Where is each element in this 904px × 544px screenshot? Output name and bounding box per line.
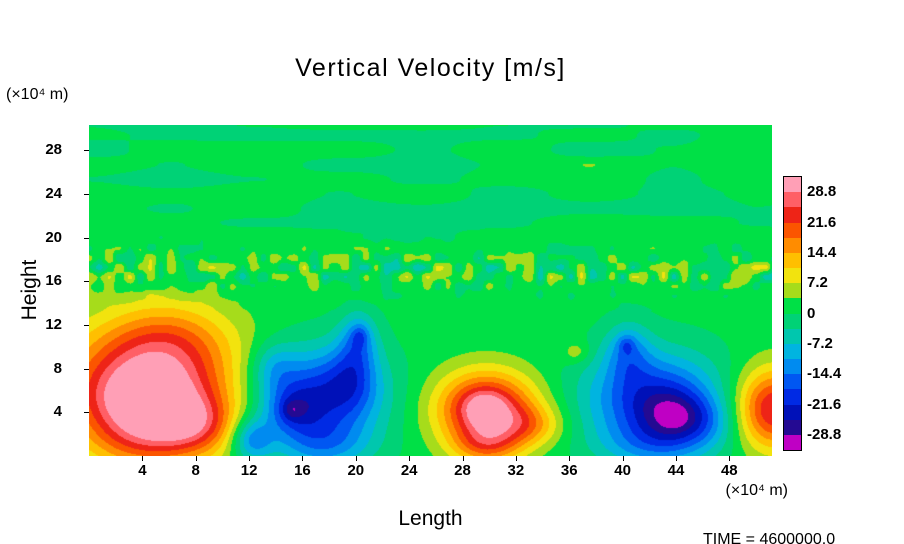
colorbar-segment bbox=[784, 207, 801, 223]
y-tick-mark bbox=[84, 281, 89, 283]
colorbar-segment bbox=[784, 192, 801, 208]
colorbar-segment bbox=[784, 389, 801, 405]
y-tick-mark bbox=[84, 412, 89, 414]
x-tick-label: 8 bbox=[191, 462, 200, 479]
colorbar-segment bbox=[784, 404, 801, 420]
colorbar-segment bbox=[784, 328, 801, 344]
x-tick-mark bbox=[142, 456, 144, 461]
x-axis-label: Length bbox=[398, 507, 463, 530]
x-tick-mark bbox=[195, 456, 197, 461]
x-tick-label: 28 bbox=[454, 462, 471, 479]
y-tick-label: 4 bbox=[53, 403, 62, 421]
y-tick-label: 16 bbox=[45, 272, 62, 290]
colorbar-segment bbox=[784, 419, 801, 435]
chart-title: Vertical Velocity [m/s] bbox=[295, 54, 566, 82]
colorbar-segment bbox=[784, 313, 801, 329]
x-tick-label: 48 bbox=[720, 462, 738, 479]
x-tick-mark bbox=[569, 456, 571, 461]
x-tick-mark bbox=[409, 456, 411, 461]
x-tick-label: 40 bbox=[614, 462, 631, 479]
x-tick-mark bbox=[515, 456, 517, 461]
y-tick-mark bbox=[84, 324, 89, 326]
colorbar-segment bbox=[784, 222, 801, 238]
colorbar-segment bbox=[784, 268, 801, 284]
colorbar-segment bbox=[784, 434, 801, 451]
x-axis-unit: (×10⁴ m) bbox=[725, 482, 788, 499]
colorbar-tick-label: 0 bbox=[807, 304, 816, 322]
x-tick-mark bbox=[622, 456, 624, 461]
x-tick-label: 16 bbox=[294, 462, 311, 479]
time-label: TIME = 4600000.0 bbox=[703, 531, 836, 544]
colorbar-tick-label: -28.8 bbox=[807, 425, 842, 443]
colorbar-segment bbox=[784, 359, 801, 375]
y-tick-label: 12 bbox=[45, 315, 62, 333]
y-tick-mark bbox=[84, 193, 89, 195]
y-tick-mark bbox=[84, 150, 89, 152]
colorbar-tick-label: 7.2 bbox=[807, 274, 828, 292]
x-tick-label: 32 bbox=[507, 462, 525, 479]
colorbar-segment bbox=[784, 252, 801, 269]
x-tick-mark bbox=[675, 456, 677, 461]
colorbar-tick-label: 28.8 bbox=[807, 183, 837, 201]
contour-field bbox=[89, 125, 772, 456]
colorbar bbox=[783, 176, 802, 451]
colorbar-tick-label: -14.4 bbox=[807, 365, 842, 383]
x-tick-label: 24 bbox=[400, 462, 418, 479]
y-tick-label: 20 bbox=[45, 228, 62, 246]
x-tick-label: 36 bbox=[560, 462, 578, 479]
x-tick-label: 4 bbox=[138, 462, 147, 479]
colorbar-tick-label: -21.6 bbox=[807, 395, 842, 413]
x-tick-mark bbox=[355, 456, 357, 461]
colorbar-segment bbox=[784, 343, 801, 360]
colorbar-segment bbox=[784, 237, 801, 253]
x-tick-label: 20 bbox=[347, 462, 365, 479]
x-tick-mark bbox=[302, 456, 304, 461]
colorbar-segment bbox=[784, 177, 801, 193]
y-tick-label: 24 bbox=[45, 184, 62, 202]
x-tick-label: 12 bbox=[240, 462, 258, 479]
y-tick-label: 28 bbox=[45, 141, 62, 159]
colorbar-tick-label: -7.2 bbox=[807, 334, 833, 352]
y-axis-unit: (×10⁴ m) bbox=[6, 86, 69, 103]
colorbar-tick-label: 21.6 bbox=[807, 213, 837, 231]
x-tick-mark bbox=[729, 456, 731, 461]
colorbar-segment bbox=[784, 374, 801, 390]
x-tick-mark bbox=[249, 456, 251, 461]
colorbar-segment bbox=[784, 298, 801, 314]
y-tick-mark bbox=[84, 237, 89, 239]
colorbar-segment bbox=[784, 283, 801, 299]
y-tick-mark bbox=[84, 368, 89, 370]
colorbar-tick-label: 14.4 bbox=[807, 243, 837, 261]
y-tick-label: 8 bbox=[53, 359, 62, 377]
x-tick-label: 44 bbox=[667, 462, 685, 479]
x-tick-mark bbox=[462, 456, 464, 461]
